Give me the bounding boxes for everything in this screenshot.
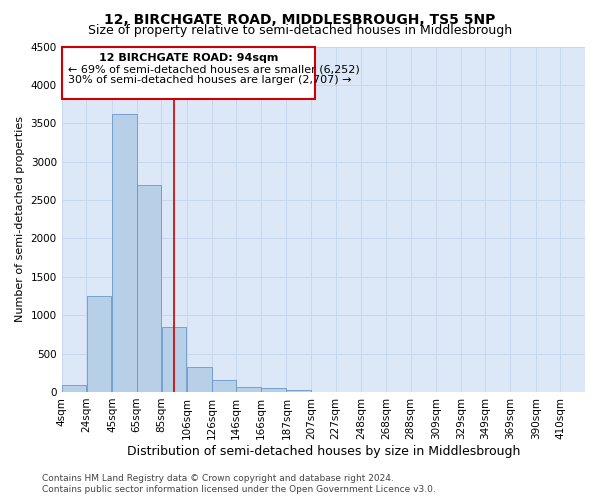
Bar xyxy=(162,326,187,392)
FancyBboxPatch shape xyxy=(62,48,315,98)
X-axis label: Distribution of semi-detached houses by size in Middlesbrough: Distribution of semi-detached houses by … xyxy=(127,444,520,458)
Text: ← 69% of semi-detached houses are smaller (6,252): ← 69% of semi-detached houses are smalle… xyxy=(68,64,359,74)
Bar xyxy=(286,390,311,392)
Bar xyxy=(236,387,260,392)
Bar xyxy=(261,388,286,392)
Y-axis label: Number of semi-detached properties: Number of semi-detached properties xyxy=(15,116,25,322)
Text: Contains HM Land Registry data © Crown copyright and database right 2024.
Contai: Contains HM Land Registry data © Crown c… xyxy=(42,474,436,494)
Text: 12 BIRCHGATE ROAD: 94sqm: 12 BIRCHGATE ROAD: 94sqm xyxy=(98,54,278,64)
Bar xyxy=(87,296,112,392)
Text: 12, BIRCHGATE ROAD, MIDDLESBROUGH, TS5 5NP: 12, BIRCHGATE ROAD, MIDDLESBROUGH, TS5 5… xyxy=(104,12,496,26)
Bar xyxy=(187,366,212,392)
Bar xyxy=(62,385,86,392)
Bar xyxy=(212,380,236,392)
Bar xyxy=(137,184,161,392)
Text: Size of property relative to semi-detached houses in Middlesbrough: Size of property relative to semi-detach… xyxy=(88,24,512,37)
Text: 30% of semi-detached houses are larger (2,707) →: 30% of semi-detached houses are larger (… xyxy=(68,75,352,85)
Bar xyxy=(112,114,137,392)
